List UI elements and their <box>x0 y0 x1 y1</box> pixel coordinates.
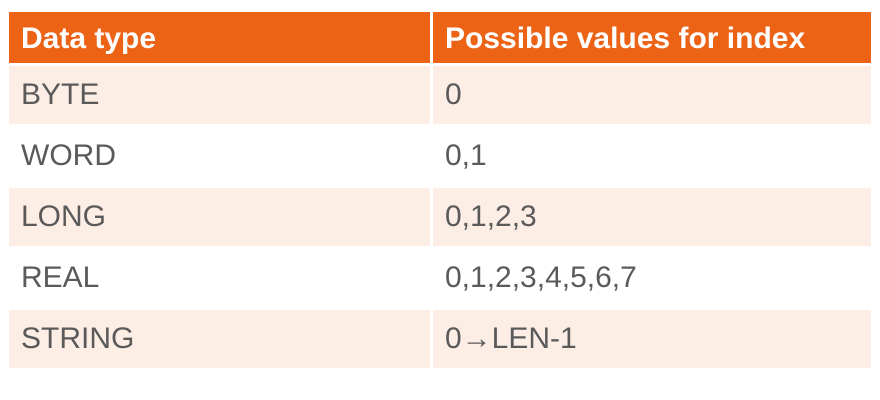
index-values-cell: 0,1,2,3,4,5,6,7 <box>433 249 871 307</box>
data-type-cell: BYTE <box>9 66 430 124</box>
index-values-cell: 0 <box>433 66 871 124</box>
table-row: STRING 0→LEN-1 <box>9 310 871 368</box>
index-values-cell: 0,1 <box>433 127 871 185</box>
table-row: BYTE 0 <box>9 66 871 124</box>
table-row: LONG 0,1,2,3 <box>9 188 871 246</box>
data-type-cell: WORD <box>9 127 430 185</box>
data-type-table: Data type Possible values for index BYTE… <box>9 12 871 368</box>
index-values-cell: 0,1,2,3 <box>433 188 871 246</box>
table-header-row: Data type Possible values for index <box>9 12 871 63</box>
header-data-type: Data type <box>9 12 430 63</box>
header-possible-values: Possible values for index <box>433 12 871 63</box>
data-type-cell: LONG <box>9 188 430 246</box>
data-type-cell: STRING <box>9 310 430 368</box>
table-row: WORD 0,1 <box>9 127 871 185</box>
index-values-cell: 0→LEN-1 <box>433 310 871 368</box>
table-row: REAL 0,1,2,3,4,5,6,7 <box>9 249 871 307</box>
data-type-cell: REAL <box>9 249 430 307</box>
